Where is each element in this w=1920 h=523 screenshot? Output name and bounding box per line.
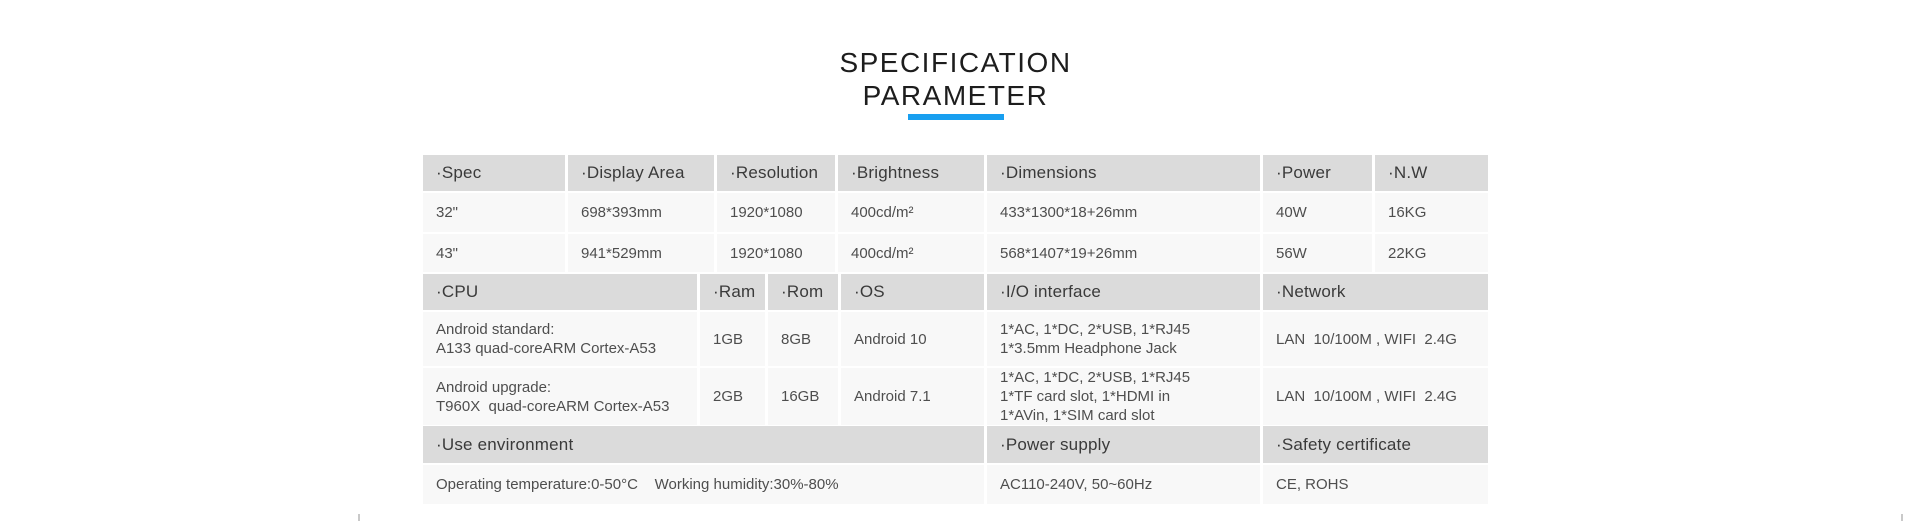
cell-nw-32: 16KG xyxy=(1375,193,1488,232)
cell-resolution-43: 1920*1080 xyxy=(717,234,835,272)
cell-power-32: 40W xyxy=(1263,193,1372,232)
section-header-power-supply: ·Power supply xyxy=(987,426,1260,463)
col-header-power: ·Power xyxy=(1263,155,1372,191)
cell-cpu-upgrade: Android upgrade: T960X quad-coreARM Cort… xyxy=(423,368,697,425)
page-title-line-1: SPECIFICATION xyxy=(839,47,1072,78)
cell-resolution-32: 1920*1080 xyxy=(717,193,835,232)
display-header-row: ·Spec ·Display Area ·Resolution ·Brightn… xyxy=(423,155,1488,191)
cell-spec-32: 32" xyxy=(423,193,565,232)
table-row-android-upgrade: Android upgrade: T960X quad-coreARM Cort… xyxy=(423,368,1488,425)
page-edge-tick-right xyxy=(1901,514,1903,521)
cell-dimensions-32: 433*1300*18+26mm xyxy=(987,193,1260,232)
cell-io-upgrade: 1*AC, 1*DC, 2*USB, 1*RJ45 1*TF card slot… xyxy=(987,368,1260,425)
table-row-environment: Operating temperature:0-50°C Working hum… xyxy=(423,465,1488,504)
col-header-brightness: ·Brightness xyxy=(838,155,984,191)
col-header-ram: ·Ram xyxy=(700,274,765,310)
table-row-43: 43" 941*529mm 1920*1080 400cd/m² 568*140… xyxy=(423,234,1488,272)
cell-brightness-43: 400cd/m² xyxy=(838,234,984,272)
cell-rom-standard: 8GB xyxy=(768,312,838,366)
cell-dimensions-43: 568*1407*19+26mm xyxy=(987,234,1260,272)
cell-spec-43: 43" xyxy=(423,234,565,272)
specification-table: ·Spec ·Display Area ·Resolution ·Brightn… xyxy=(423,155,1488,504)
cell-os-upgrade: Android 7.1 xyxy=(841,368,984,425)
cell-rom-upgrade: 16GB xyxy=(768,368,838,425)
cell-io-standard: 1*AC, 1*DC, 2*USB, 1*RJ45 1*3.5mm Headph… xyxy=(987,312,1260,366)
spec-section: SPECIFICATION PARAMETER ·Spec ·Display A… xyxy=(423,0,1488,504)
col-header-resolution: ·Resolution xyxy=(717,155,835,191)
cell-use-environment: Operating temperature:0-50°C Working hum… xyxy=(423,465,984,504)
cell-cpu-standard: Android standard: A133 quad-coreARM Cort… xyxy=(423,312,697,366)
page-title-line-2: PARAMETER xyxy=(862,80,1049,111)
page-edge-tick-left xyxy=(358,514,360,521)
cell-nw-43: 22KG xyxy=(1375,234,1488,272)
col-header-dimensions: ·Dimensions xyxy=(987,155,1260,191)
section-header-use-environment: ·Use environment xyxy=(423,426,984,463)
col-header-display-area: ·Display Area xyxy=(568,155,714,191)
cell-ram-standard: 1GB xyxy=(700,312,765,366)
col-header-rom: ·Rom xyxy=(768,274,838,310)
cell-network-upgrade: LAN 10/100M , WIFI 2.4G xyxy=(1263,368,1488,425)
col-header-cpu: ·CPU xyxy=(423,274,697,310)
title-underline xyxy=(907,114,1004,120)
col-header-network: ·Network xyxy=(1263,274,1488,310)
col-header-nw: ·N.W xyxy=(1375,155,1488,191)
section-header-safety-certificate: ·Safety certificate xyxy=(1263,426,1488,463)
table-row-32: 32" 698*393mm 1920*1080 400cd/m² 433*130… xyxy=(423,193,1488,232)
col-header-io-interface: ·I/O interface xyxy=(987,274,1260,310)
cell-display-area-32: 698*393mm xyxy=(568,193,714,232)
cell-power-43: 56W xyxy=(1263,234,1372,272)
cell-brightness-32: 400cd/m² xyxy=(838,193,984,232)
cell-network-standard: LAN 10/100M , WIFI 2.4G xyxy=(1263,312,1488,366)
system-header-row: ·CPU ·Ram ·Rom ·OS ·I/O interface ·Netwo… xyxy=(423,274,1488,310)
cell-power-supply: AC110-240V, 50~60Hz xyxy=(987,465,1260,504)
cell-display-area-43: 941*529mm xyxy=(568,234,714,272)
cell-safety-certificate: CE, ROHS xyxy=(1263,465,1488,504)
col-header-spec: ·Spec xyxy=(423,155,565,191)
cell-os-standard: Android 10 xyxy=(841,312,984,366)
col-header-os: ·OS xyxy=(841,274,984,310)
environment-header-row: ·Use environment ·Power supply ·Safety c… xyxy=(423,426,1488,463)
cell-ram-upgrade: 2GB xyxy=(700,368,765,425)
table-row-android-standard: Android standard: A133 quad-coreARM Cort… xyxy=(423,312,1488,366)
page-title: SPECIFICATION PARAMETER xyxy=(423,46,1488,112)
